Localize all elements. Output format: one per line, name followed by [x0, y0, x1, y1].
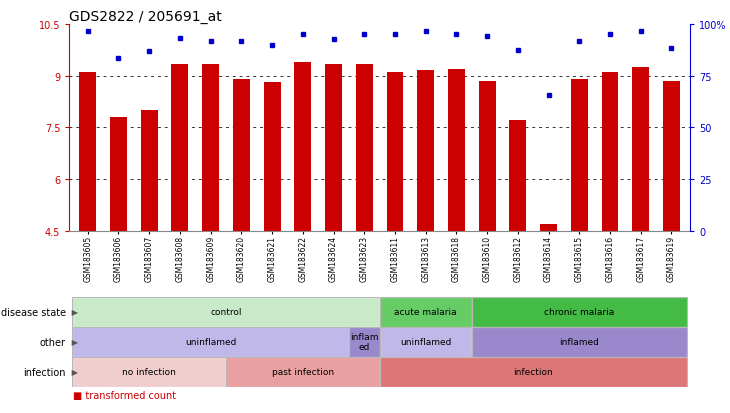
- Bar: [472, 327, 687, 357]
- Bar: [472, 297, 687, 327]
- Bar: [472, 327, 687, 357]
- Bar: [72, 297, 380, 327]
- Bar: [202, 64, 219, 231]
- Bar: [141, 111, 158, 231]
- Bar: [72, 327, 349, 357]
- Bar: [386, 73, 404, 231]
- Bar: [632, 68, 649, 231]
- Bar: [602, 73, 618, 231]
- Bar: [356, 64, 373, 231]
- Bar: [380, 327, 472, 357]
- Bar: [448, 69, 465, 231]
- Bar: [72, 357, 226, 387]
- Text: chronic malaria: chronic malaria: [544, 308, 615, 317]
- Text: ■ transformed count: ■ transformed count: [73, 390, 176, 400]
- Bar: [380, 357, 687, 387]
- Bar: [172, 64, 188, 231]
- Bar: [349, 327, 380, 357]
- Text: uninflamed: uninflamed: [400, 337, 451, 347]
- Text: inflamed: inflamed: [559, 337, 599, 347]
- Bar: [663, 82, 680, 231]
- Bar: [226, 357, 380, 387]
- Bar: [380, 297, 472, 327]
- Bar: [349, 327, 380, 357]
- Bar: [571, 80, 588, 231]
- Text: GDS2822 / 205691_at: GDS2822 / 205691_at: [69, 10, 222, 24]
- Bar: [72, 297, 380, 327]
- Text: infection: infection: [23, 367, 66, 377]
- Text: no infection: no infection: [123, 367, 176, 376]
- Bar: [72, 327, 349, 357]
- Bar: [510, 121, 526, 231]
- Bar: [80, 73, 96, 231]
- Bar: [418, 71, 434, 231]
- Bar: [380, 297, 472, 327]
- Bar: [72, 357, 226, 387]
- Bar: [233, 80, 250, 231]
- Text: other: other: [39, 337, 66, 347]
- Bar: [294, 63, 311, 231]
- Bar: [226, 357, 380, 387]
- Text: inflam
ed: inflam ed: [350, 332, 378, 351]
- Text: ▶: ▶: [69, 337, 78, 347]
- Bar: [325, 64, 342, 231]
- Bar: [380, 357, 687, 387]
- Text: disease state: disease state: [1, 307, 66, 317]
- Bar: [110, 118, 127, 231]
- Text: infection: infection: [513, 367, 553, 376]
- Text: ▶: ▶: [69, 367, 78, 376]
- Text: past infection: past infection: [272, 367, 334, 376]
- Bar: [472, 297, 687, 327]
- Text: uninflamed: uninflamed: [185, 337, 237, 347]
- Text: acute malaria: acute malaria: [394, 308, 457, 317]
- Bar: [380, 327, 472, 357]
- Text: ▶: ▶: [69, 308, 78, 317]
- Bar: [479, 82, 496, 231]
- Bar: [540, 224, 557, 231]
- Text: control: control: [210, 308, 242, 317]
- Bar: [264, 83, 280, 231]
